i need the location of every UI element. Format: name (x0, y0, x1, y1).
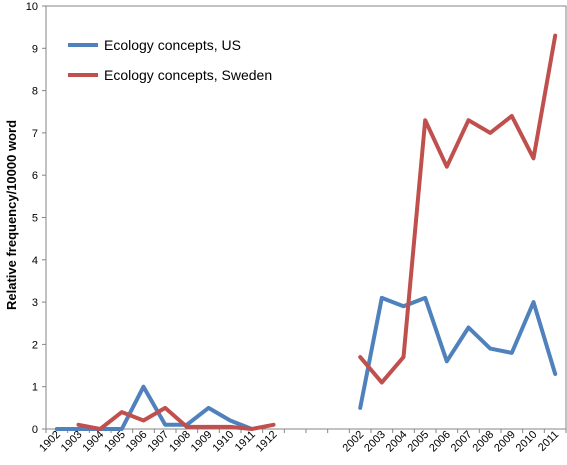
x-tick-label: 2006 (427, 429, 453, 455)
x-tick-label: 1906 (124, 429, 150, 455)
x-tick-label: 1904 (80, 429, 106, 455)
y-tick-label: 7 (32, 128, 38, 140)
y-tick-label: 6 (32, 170, 38, 182)
y-axis-label: Relative frequency/10000 word (4, 120, 19, 310)
x-tick-label: 1912 (254, 429, 280, 455)
x-tick-label: 2009 (492, 429, 518, 455)
x-tick-label: 1911 (233, 429, 258, 454)
x-tick-label: 2007 (449, 429, 475, 455)
series-line-sweden (358, 33, 558, 385)
y-tick-label: 4 (32, 255, 38, 267)
x-tick-label: 2005 (405, 429, 431, 455)
legend-label: Ecology concepts, US (104, 37, 241, 53)
x-tick-label: 2010 (514, 429, 540, 455)
y-tick-label: 10 (26, 1, 38, 13)
series-line-us (54, 384, 254, 431)
x-tick-label: 2003 (362, 429, 388, 455)
series-line-us (358, 295, 558, 410)
y-tick-label: 0 (32, 424, 38, 436)
x-tick-label: 1902 (37, 429, 63, 455)
series-line-sweden (76, 405, 276, 431)
y-tick-label: 1 (32, 382, 38, 394)
y-tick-label: 3 (32, 297, 38, 309)
x-tick-label: 1907 (145, 429, 171, 455)
x-tick-label: 1910 (210, 429, 236, 455)
x-tick-label: 2011 (536, 429, 561, 454)
legend-label: Ecology concepts, Sweden (104, 67, 272, 83)
x-tick-label: 1903 (59, 429, 85, 455)
x-tick-label: 2008 (470, 429, 496, 455)
y-tick-label: 8 (32, 86, 38, 98)
y-tick-label: 5 (32, 213, 38, 225)
x-tick-label: 1909 (189, 429, 215, 455)
x-tick-label: 1905 (102, 429, 128, 455)
x-tick-label: 2002 (340, 429, 366, 455)
x-tick-label: 1908 (167, 429, 193, 455)
x-tick-label: 2004 (384, 429, 410, 455)
y-tick-label: 2 (32, 339, 38, 351)
y-tick-label: 9 (32, 43, 38, 55)
